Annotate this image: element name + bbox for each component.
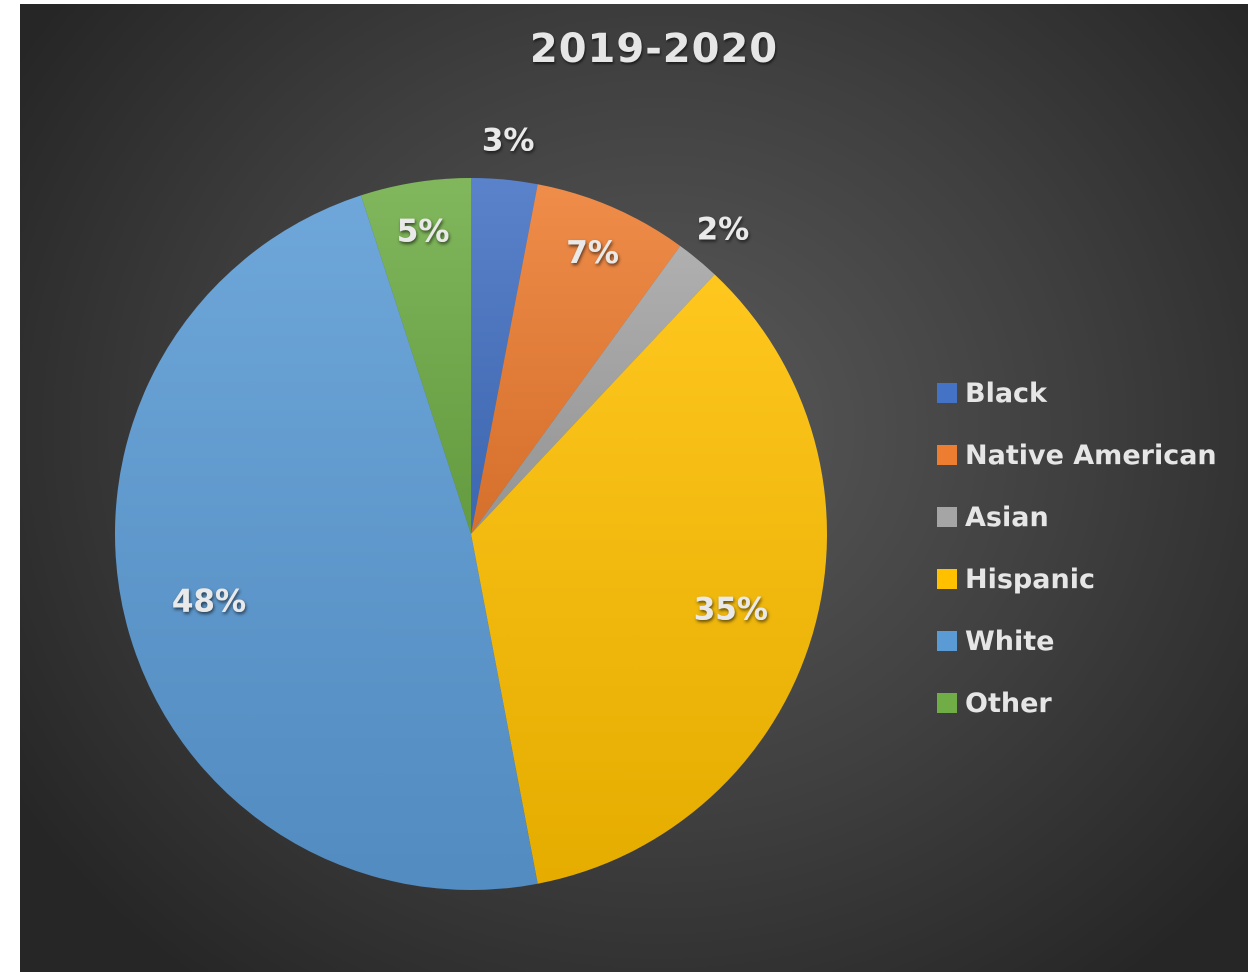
legend: Black Native American Asian Hispanic White Ot…: [937, 362, 1247, 734]
pie-slice-shading-other: [360, 178, 471, 534]
legend-label-white: White: [965, 625, 1055, 657]
legend-item-hispanic: Hispanic: [937, 548, 1247, 610]
pie-slice-shading-asian: [471, 245, 715, 535]
pie-slice-shading-hispanic: [471, 274, 827, 884]
legend-item-white: White: [937, 610, 1247, 672]
legend-item-asian: Asian: [937, 486, 1247, 548]
data-label-hispanic: 35%: [694, 591, 768, 627]
legend-item-native-american: Native American: [937, 424, 1247, 486]
legend-label-hispanic: Hispanic: [965, 563, 1095, 595]
chart-title: 2019-2020: [529, 26, 779, 72]
legend-label-other: Other: [965, 687, 1052, 719]
legend-swatch-asian: [937, 507, 957, 527]
legend-swatch-black: [937, 383, 957, 403]
legend-swatch-other: [937, 693, 957, 713]
legend-swatch-native-american: [937, 445, 957, 465]
chart-area: 2019-2020 3% 7% 2% 35% 48% 5% Black Native Ame…: [20, 4, 1248, 972]
pie-slices: [114, 178, 827, 891]
pie-chart: 3% 7% 2% 35% 48% 5%: [114, 123, 827, 891]
data-label-asian: 2%: [697, 212, 750, 248]
pie-data-labels: 3% 7% 2% 35% 48% 5%: [172, 123, 768, 628]
data-label-native-american: 7%: [566, 235, 619, 271]
data-label-black: 3%: [482, 123, 535, 159]
legend-item-black: Black: [937, 362, 1247, 424]
legend-label-black: Black: [965, 377, 1048, 409]
pie-slice-shading-native-american: [471, 184, 681, 535]
data-label-white: 48%: [172, 583, 246, 619]
legend-swatch-white: [937, 631, 957, 651]
legend-label-asian: Asian: [965, 501, 1049, 533]
legend-swatch-hispanic: [937, 569, 957, 589]
pie-slice-shading-white: [114, 195, 538, 891]
data-label-other: 5%: [397, 214, 450, 250]
pie-slice-shading-black: [471, 178, 538, 534]
legend-item-other: Other: [937, 672, 1247, 734]
legend-label-native-american: Native American: [965, 439, 1217, 471]
